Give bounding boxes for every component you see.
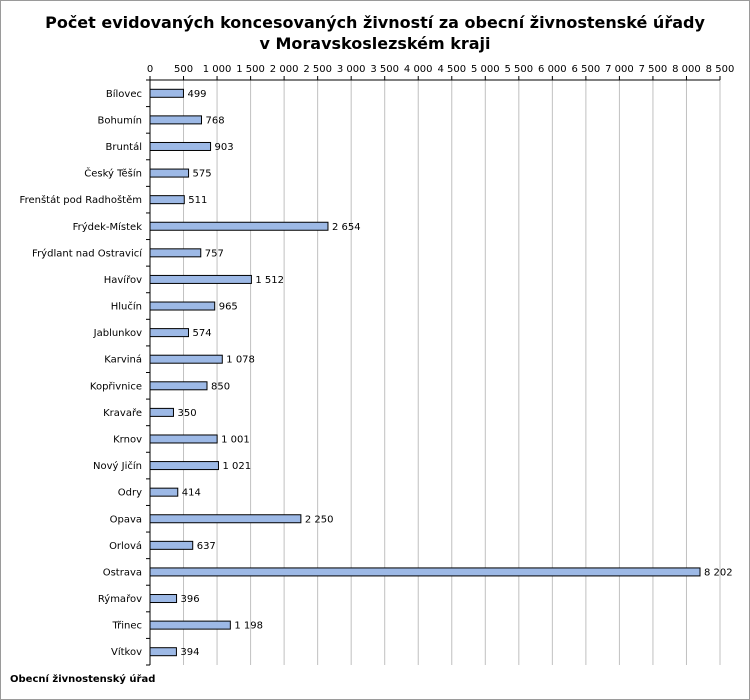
data-label: 1 198 <box>234 621 263 632</box>
bar <box>149 168 190 178</box>
bar <box>149 248 202 258</box>
y-axis-label: Obecní živnostenský úřad <box>10 674 156 685</box>
data-label: 1 021 <box>222 461 251 472</box>
data-label: 965 <box>219 302 238 313</box>
x-tick-label: 3 500 <box>370 64 399 75</box>
bar <box>149 301 216 311</box>
x-tick-label: 6 500 <box>572 64 601 75</box>
x-tick-label: 3 000 <box>337 64 366 75</box>
bar <box>149 407 174 417</box>
bar <box>149 434 218 444</box>
bar <box>149 221 329 231</box>
category-label: Karviná <box>104 354 142 366</box>
plot-area <box>150 80 720 665</box>
category-label: Frýdek-Místek <box>73 221 143 233</box>
data-label: 2 250 <box>305 514 334 525</box>
chart-title-line-1: Počet evidovaných koncesovaných živností… <box>45 13 705 32</box>
category-label: Frenštát pod Radhoštěm <box>20 194 142 206</box>
data-label: 757 <box>205 248 224 259</box>
category-label: Odry <box>118 488 142 499</box>
data-label: 1 001 <box>221 434 250 445</box>
category-label: Rýmařov <box>98 593 142 605</box>
data-label: 903 <box>215 142 234 153</box>
data-label: 637 <box>197 541 216 552</box>
category-label: Kopřivnice <box>90 380 142 392</box>
bar <box>149 620 231 630</box>
data-label: 8 202 <box>704 567 733 578</box>
chart-title-line-2: v Moravskoslezském kraji <box>259 34 491 53</box>
bar <box>149 195 185 205</box>
bar <box>149 274 252 284</box>
data-label: 768 <box>206 115 225 126</box>
x-tick-label: 2 000 <box>270 64 299 75</box>
x-tick-label: 8 000 <box>672 64 701 75</box>
x-tick-label: 4 000 <box>404 64 433 75</box>
bar <box>149 115 203 125</box>
category-label: Bruntál <box>106 141 142 153</box>
data-label: 850 <box>211 381 230 392</box>
category-label: Orlová <box>109 540 142 552</box>
bar <box>149 540 194 550</box>
data-label: 350 <box>177 408 196 419</box>
category-label: Bílovec <box>106 88 142 100</box>
data-label: 1 512 <box>255 275 284 286</box>
category-label: Ostrava <box>103 567 142 578</box>
data-label: 414 <box>182 488 201 499</box>
data-label: 511 <box>188 195 207 206</box>
category-label: Nový Jičín <box>93 460 142 472</box>
category-label: Bohumín <box>97 114 142 126</box>
data-label: 396 <box>181 594 200 605</box>
data-label: 575 <box>193 169 212 180</box>
category-label: Český Těšín <box>84 167 142 180</box>
x-tick-label: 500 <box>174 64 193 75</box>
bar <box>149 461 219 471</box>
x-tick-label: 8 500 <box>706 64 735 75</box>
chart-title: Počet evidovaných koncesovaných živností… <box>0 12 750 54</box>
x-tick-label: 5 000 <box>471 64 500 75</box>
bar <box>149 647 177 657</box>
category-label: Vítkov <box>111 646 142 658</box>
bar <box>149 487 179 497</box>
category-label: Havířov <box>104 274 142 286</box>
category-label: Kravaře <box>103 407 142 419</box>
category-label: Frýdlant nad Ostravicí <box>32 247 143 259</box>
data-label: 574 <box>192 328 211 339</box>
category-label: Jablunkov <box>93 328 142 339</box>
bar <box>149 514 302 524</box>
x-tick-label: 7 000 <box>605 64 634 75</box>
x-tick-label: 2 500 <box>303 64 332 75</box>
bar <box>149 354 223 364</box>
category-label: Opava <box>110 514 142 525</box>
bar <box>149 88 184 98</box>
x-tick-label: 5 500 <box>505 64 534 75</box>
data-label: 2 654 <box>332 222 361 233</box>
x-tick-label: 0 <box>147 64 153 75</box>
category-label: Hlučín <box>111 301 142 313</box>
bar <box>149 328 189 338</box>
data-label: 1 078 <box>226 355 255 366</box>
data-label: 394 <box>180 647 199 658</box>
x-tick-label: 1 500 <box>236 64 265 75</box>
x-tick-label: 6 000 <box>538 64 567 75</box>
x-tick-label: 4 500 <box>437 64 466 75</box>
x-tick-label: 7 500 <box>639 64 668 75</box>
category-label: Třinec <box>111 620 142 632</box>
category-label: Krnov <box>113 434 142 445</box>
data-label: 499 <box>187 89 206 100</box>
bar <box>149 381 208 391</box>
bar <box>149 141 212 151</box>
bar <box>149 567 701 577</box>
x-tick-label: 1 000 <box>203 64 232 75</box>
bar <box>149 594 178 604</box>
